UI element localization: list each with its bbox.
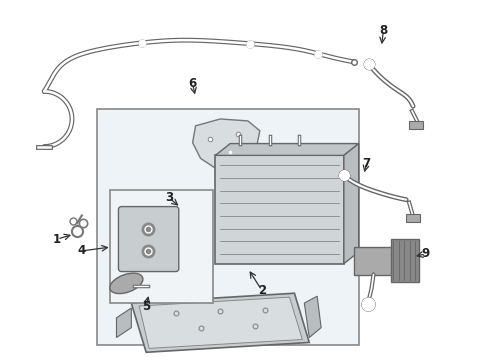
Bar [110, 190, 213, 303]
Bar [215, 156, 344, 264]
Polygon shape [215, 144, 359, 156]
Text: 5: 5 [142, 300, 150, 312]
Bar [97, 109, 359, 345]
Polygon shape [304, 296, 321, 338]
Text: 7: 7 [363, 157, 370, 170]
Bar [392, 239, 419, 282]
FancyBboxPatch shape [119, 207, 179, 271]
Bar [406, 215, 420, 222]
Bar [409, 121, 423, 129]
Ellipse shape [110, 273, 143, 294]
Polygon shape [139, 297, 302, 348]
Text: 8: 8 [379, 24, 388, 37]
Polygon shape [344, 144, 359, 264]
Text: 1: 1 [53, 233, 61, 246]
Text: 6: 6 [189, 77, 196, 90]
Polygon shape [117, 308, 131, 338]
Polygon shape [193, 119, 260, 168]
Text: 3: 3 [165, 191, 173, 204]
Text: 2: 2 [258, 284, 266, 297]
Text: 4: 4 [78, 244, 86, 257]
Bar [354, 247, 408, 275]
Text: 9: 9 [422, 247, 430, 260]
Polygon shape [131, 293, 309, 352]
